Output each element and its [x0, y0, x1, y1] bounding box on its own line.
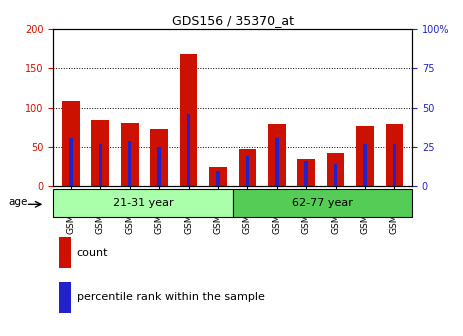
Bar: [121, 123, 138, 186]
Bar: [232, 189, 412, 217]
Text: count: count: [76, 248, 108, 258]
Text: 21-31 year: 21-31 year: [113, 198, 173, 208]
Bar: [334, 164, 338, 186]
Bar: [187, 114, 190, 186]
Title: GDS156 / 35370_at: GDS156 / 35370_at: [172, 14, 294, 28]
Bar: [59, 237, 71, 268]
Text: 62-77 year: 62-77 year: [292, 198, 353, 208]
Bar: [327, 153, 344, 186]
Bar: [238, 150, 256, 186]
Bar: [53, 189, 232, 217]
Bar: [150, 129, 168, 186]
Bar: [157, 147, 161, 186]
Text: percentile rank within the sample: percentile rank within the sample: [76, 292, 264, 302]
Bar: [275, 137, 279, 186]
Bar: [216, 171, 220, 186]
Bar: [268, 124, 286, 186]
Bar: [363, 144, 367, 186]
Bar: [297, 159, 315, 186]
Bar: [99, 144, 102, 186]
Bar: [356, 126, 374, 186]
Bar: [62, 101, 80, 186]
Bar: [386, 124, 403, 186]
Text: age: age: [8, 197, 27, 207]
Bar: [209, 167, 227, 186]
Bar: [92, 120, 109, 186]
Bar: [305, 161, 308, 186]
Bar: [245, 157, 249, 186]
Bar: [59, 282, 71, 313]
Bar: [180, 54, 197, 186]
Bar: [128, 141, 131, 186]
Bar: [69, 137, 73, 186]
Bar: [393, 144, 396, 186]
